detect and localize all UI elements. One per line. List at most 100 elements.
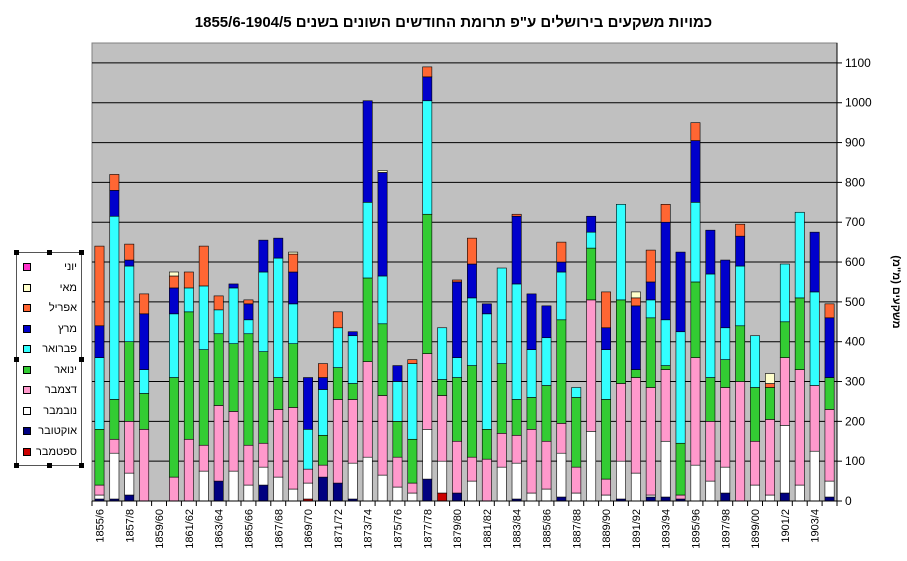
- x-tick-label: 1861/62: [184, 509, 196, 549]
- bar-segment: [303, 429, 313, 470]
- bar-segment: [124, 472, 135, 496]
- bar-segment: [288, 343, 299, 408]
- y-tick-label: 400: [845, 335, 865, 349]
- bar-segment: [228, 343, 239, 412]
- bar-segment: [273, 377, 284, 410]
- bar-segment: [690, 202, 701, 283]
- legend-resize-handle[interactable]: [14, 250, 19, 255]
- chart-legend[interactable]: יוני מאי אפריל מרץ פברואר ינואר דצמבר נובמבר אוק…: [14, 250, 84, 468]
- bar-segment: [198, 470, 209, 502]
- bar-segment: [779, 492, 790, 502]
- bar-segment: [288, 271, 299, 305]
- bar-segment: [392, 365, 403, 382]
- bar-segment: [437, 492, 448, 502]
- legend-resize-handle[interactable]: [47, 463, 52, 468]
- x-tick-label: 1873/74: [363, 509, 375, 549]
- bar-segment: [228, 287, 239, 344]
- bar-segment: [139, 369, 150, 394]
- bar-segment: [392, 421, 403, 458]
- y-tick-label: 500: [845, 295, 865, 309]
- bar-segment: [750, 484, 760, 502]
- legend-swatch: [23, 283, 31, 292]
- bar-segment: [183, 438, 194, 502]
- bar-segment: [124, 494, 135, 502]
- bar-segment: [437, 327, 448, 380]
- bar-segment: [794, 211, 805, 299]
- bar-segment: [392, 486, 403, 502]
- bar-segment: [288, 251, 299, 255]
- x-tick-label: 1887/88: [571, 509, 583, 549]
- legend-resize-handle[interactable]: [14, 463, 19, 468]
- chart-title: כמויות משקעים בירושלים ע"פ תרומת החודשים…: [194, 14, 713, 31]
- bar-segment: [228, 283, 239, 289]
- bar-segment: [198, 349, 209, 446]
- legend-resize-handle[interactable]: [79, 463, 84, 468]
- bar-segment: [735, 265, 746, 327]
- bar-segment: [794, 369, 805, 486]
- y-tick-label: 1000: [845, 96, 872, 110]
- bar-segment: [243, 333, 254, 446]
- bar-segment: [318, 389, 328, 436]
- bar-segment: [630, 377, 641, 474]
- bar-segment: [124, 259, 135, 267]
- bar-segment: [496, 432, 507, 468]
- legend-swatch: [23, 345, 31, 353]
- bar-segment: [690, 140, 701, 203]
- legend-resize-handle[interactable]: [79, 357, 84, 362]
- legend-resize-handle[interactable]: [79, 250, 84, 255]
- bar-segment: [511, 434, 522, 464]
- bar-segment: [526, 492, 537, 502]
- bar-segment: [288, 407, 299, 490]
- bar-segment: [258, 351, 269, 444]
- bar-segment: [735, 325, 746, 382]
- bar-segment: [779, 425, 790, 494]
- bar-segment: [109, 452, 120, 500]
- bar-segment: [586, 215, 597, 233]
- bar-segment: [630, 472, 641, 502]
- bar-segment: [675, 494, 686, 500]
- legend-swatch: [23, 304, 31, 312]
- y-tick-label: 1100: [845, 56, 871, 70]
- x-tick-label: 1899/00: [750, 509, 762, 549]
- bar-segment: [377, 170, 388, 173]
- bar-segment: [124, 265, 135, 342]
- legend-item: אוקטובר: [21, 423, 79, 439]
- bar-segment: [496, 267, 507, 364]
- bar-segment: [362, 100, 373, 203]
- legend-label: ינואר: [54, 363, 77, 376]
- bar-segment: [407, 363, 418, 440]
- bar-segment: [660, 496, 671, 502]
- bar-segment: [377, 323, 388, 396]
- bar-segment: [616, 204, 626, 301]
- bar-segment: [467, 480, 477, 502]
- legend-label: פברואר: [42, 343, 77, 355]
- bar-segment: [809, 291, 820, 386]
- legend-swatch: [23, 263, 31, 271]
- bar-segment: [765, 373, 775, 384]
- bar-segment: [318, 434, 328, 466]
- bar-segment: [556, 452, 567, 498]
- bar-segment: [735, 235, 746, 267]
- bar-segment: [303, 468, 313, 484]
- bar-segment: [690, 281, 701, 358]
- bar-segment: [556, 261, 567, 273]
- bar-segment: [273, 257, 284, 378]
- bar-segment: [169, 275, 179, 289]
- legend-swatch: [23, 447, 31, 456]
- bar-segment: [511, 462, 522, 500]
- bar-segment: [94, 357, 105, 430]
- x-tick-label: 1871/72: [333, 509, 345, 549]
- bar-segment: [213, 405, 224, 482]
- legend-resize-handle[interactable]: [14, 357, 19, 362]
- legend-resize-handle[interactable]: [47, 250, 52, 255]
- bar-segment: [258, 239, 269, 273]
- bar-segment: [690, 357, 701, 466]
- bar-segment: [601, 327, 611, 350]
- x-tick-label: 1859/60: [154, 509, 166, 549]
- bar-segment: [213, 295, 224, 311]
- legend-label: ספטמבר: [35, 445, 77, 458]
- bar-segment: [645, 496, 656, 502]
- bar-segment: [347, 331, 358, 337]
- bar-segment: [258, 466, 269, 486]
- bar-segment: [660, 319, 671, 366]
